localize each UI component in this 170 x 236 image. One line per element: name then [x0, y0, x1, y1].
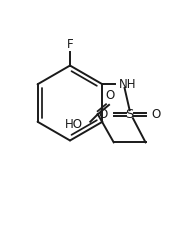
Text: O: O — [105, 89, 115, 102]
Text: HO: HO — [65, 118, 83, 131]
Text: F: F — [67, 38, 73, 51]
Text: O: O — [98, 108, 108, 121]
Text: O: O — [151, 108, 161, 121]
Text: S: S — [125, 108, 134, 121]
Text: NH: NH — [119, 78, 137, 91]
